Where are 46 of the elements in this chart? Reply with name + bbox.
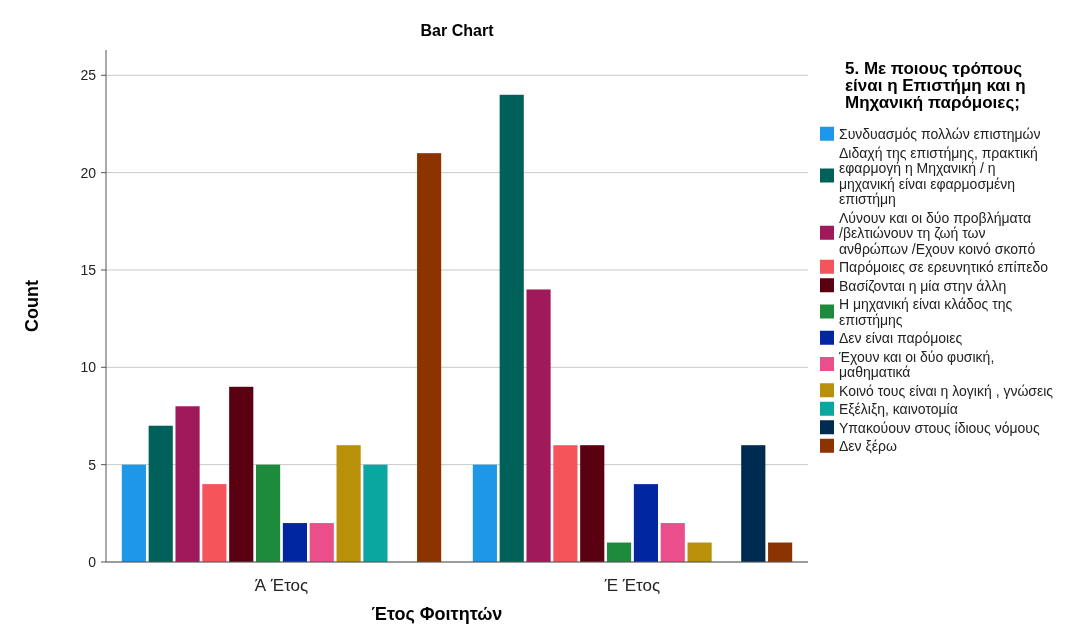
bar xyxy=(175,406,200,562)
bar xyxy=(687,542,712,562)
legend-label: Παρόμοιες σε ερευνητικό επίπεδο xyxy=(839,259,1049,275)
bar xyxy=(580,445,605,562)
bar xyxy=(741,445,766,562)
bar xyxy=(499,94,524,562)
bar xyxy=(309,523,334,562)
legend-label: Εξέλιξη, καινοτομία xyxy=(839,401,958,417)
legend-label: Διδαχή της επιστήμης, πρακτική εφαρμογή η Μηχανική / η μηχανική είναι εφαρμοσμένη επιστήμη xyxy=(839,144,1038,207)
bar xyxy=(202,484,227,562)
x-axis-title: Έτος Φοιτητών xyxy=(371,604,503,624)
bar xyxy=(417,153,442,562)
legend-label: Δεν ξέρω xyxy=(839,438,897,454)
y-axis-title: Count xyxy=(22,280,42,332)
bar xyxy=(282,523,307,562)
bar xyxy=(553,445,578,562)
y-tick-label: 15 xyxy=(80,261,97,278)
bar xyxy=(472,464,497,562)
bar xyxy=(633,484,658,562)
legend-label: Δεν είναι παρόμοιες xyxy=(839,330,963,346)
chart-title: Bar Chart xyxy=(420,22,495,39)
bar xyxy=(363,464,388,562)
legend-label: Υπακούουν στους ίδιους νόμους xyxy=(839,419,1040,436)
bar xyxy=(148,425,173,562)
legend-label: Συνδυασμός πολλών επιστημών xyxy=(839,126,1041,142)
legend-label: Βασίζονται η μία στην άλλη xyxy=(839,277,1007,294)
y-tick-label: 20 xyxy=(80,164,97,181)
bar xyxy=(526,289,551,562)
bar xyxy=(768,542,793,562)
legend-label: Κοινό τους είναι η λογική , γνώσεις xyxy=(839,382,1054,399)
bar xyxy=(256,464,281,562)
legend-title: 5. Με ποιους τρόπους είναι η Επιστήμη και η Μηχανική παρόμοιες; xyxy=(845,59,1026,112)
bar xyxy=(121,464,146,562)
x-tick-label: Ά Έτος xyxy=(254,576,309,595)
bar xyxy=(229,386,254,562)
y-tick-label: 5 xyxy=(88,456,97,473)
bar xyxy=(336,445,361,562)
y-tick-label: 0 xyxy=(88,553,97,570)
bar xyxy=(660,523,685,562)
bar xyxy=(607,542,632,562)
legend-label: Λύνουν και οι δύο προβλήματα /βελτιώνουν τη ζωή των ανθρώπων /Εχουν κοινό σκοπό xyxy=(839,209,1036,257)
x-tick-label: Έ Έτος xyxy=(603,576,661,595)
y-tick-label: 25 xyxy=(80,67,97,84)
legend-label: Έχουν και οι δύο φυσική, μαθηματικά xyxy=(838,348,995,380)
y-tick-label: 10 xyxy=(80,359,97,376)
legend-label: Η μηχανική είναι κλάδος της επιστήμης xyxy=(839,296,1013,328)
